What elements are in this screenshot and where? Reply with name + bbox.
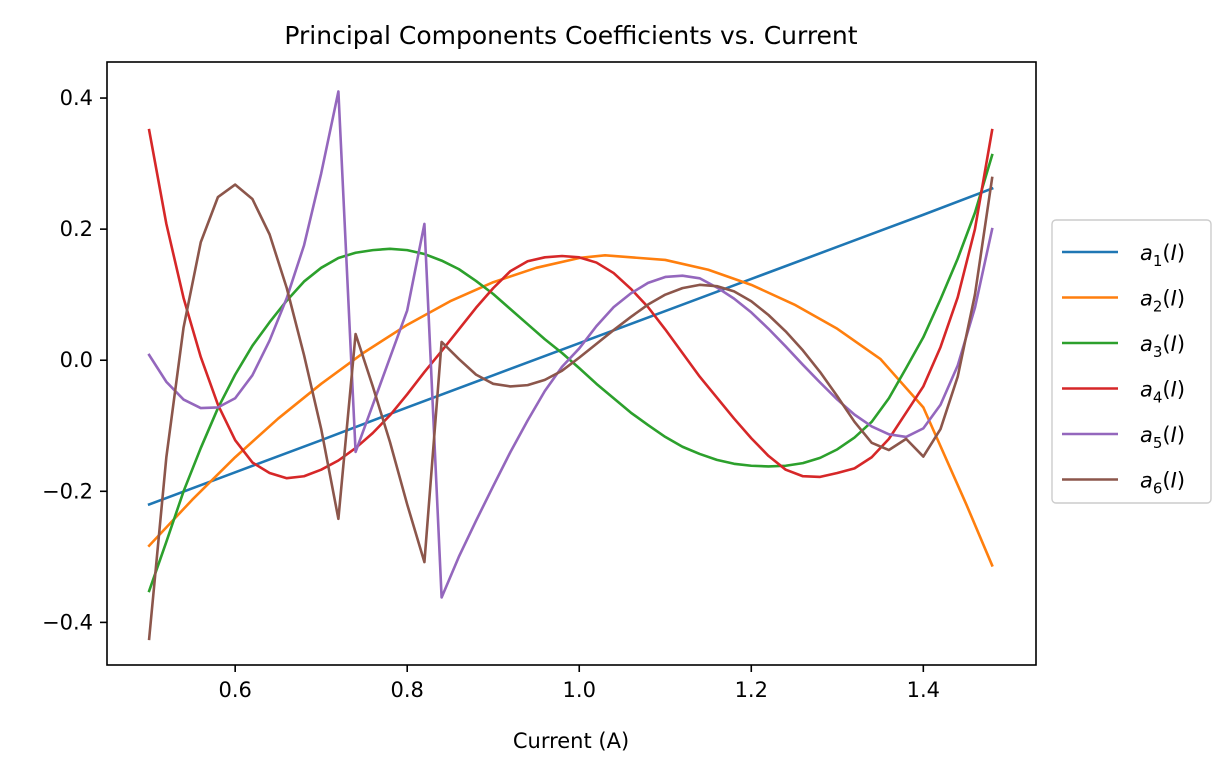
legend-label-subscript: 5 bbox=[1153, 434, 1163, 452]
legend-label-base: a bbox=[1140, 423, 1153, 447]
x-tick-label: 0.8 bbox=[391, 678, 424, 702]
legend-label-paren: ( bbox=[1162, 469, 1170, 493]
legend-label-base: a bbox=[1140, 469, 1153, 493]
legend-label-arg: I bbox=[1171, 241, 1177, 265]
legend-label-3: a3(I) bbox=[1140, 332, 1185, 361]
legend-label-arg: I bbox=[1171, 378, 1177, 402]
plot-frame bbox=[106, 61, 1037, 666]
series-line-5 bbox=[147, 90, 994, 599]
legend-label-subscript: 2 bbox=[1153, 298, 1163, 316]
legend-label-arg: I bbox=[1171, 287, 1177, 311]
legend: a1(I)a2(I)a3(I)a4(I)a5(I)a6(I) bbox=[1051, 219, 1212, 504]
legend-label-4: a4(I) bbox=[1140, 378, 1185, 407]
x-axis: 0.6 0.8 1.0 1.2 1.4 bbox=[218, 665, 940, 702]
legend-label-base: a bbox=[1140, 241, 1153, 265]
legend-label-paren: ( bbox=[1162, 287, 1170, 311]
legend-label-paren: ( bbox=[1162, 332, 1170, 356]
legend-label-base: a bbox=[1140, 332, 1153, 356]
legend-label-paren: ) bbox=[1177, 241, 1185, 265]
chart-title: Principal Components Coefficients vs. Cu… bbox=[284, 21, 857, 50]
series-line-6 bbox=[147, 176, 994, 641]
legend-label-5: a5(I) bbox=[1140, 423, 1185, 452]
legend-label-paren: ) bbox=[1177, 287, 1185, 311]
legend-label-paren: ) bbox=[1177, 423, 1185, 447]
legend-label-paren: ( bbox=[1162, 423, 1170, 447]
legend-label-subscript: 6 bbox=[1153, 480, 1163, 498]
legend-label-subscript: 1 bbox=[1153, 252, 1163, 270]
series-line-4 bbox=[147, 128, 994, 480]
legend-label-6: a6(I) bbox=[1140, 469, 1185, 498]
legend-label-1: a1(I) bbox=[1140, 241, 1185, 270]
plot-area bbox=[106, 61, 1037, 666]
x-tick-label: 1.2 bbox=[735, 678, 768, 702]
legend-label-subscript: 4 bbox=[1153, 389, 1163, 407]
y-tick-label: −0.2 bbox=[42, 479, 93, 503]
legend-label-subscript: 3 bbox=[1153, 343, 1163, 361]
legend-label-arg: I bbox=[1171, 332, 1177, 356]
legend-box bbox=[1051, 219, 1212, 504]
legend-label-paren: ) bbox=[1177, 469, 1185, 493]
legend-label-paren: ( bbox=[1162, 378, 1170, 402]
legend-label-arg: I bbox=[1171, 423, 1177, 447]
legend-label-arg: I bbox=[1171, 469, 1177, 493]
y-tick-label: 0.4 bbox=[60, 86, 93, 110]
legend-label-paren: ) bbox=[1177, 332, 1185, 356]
x-tick-label: 1.0 bbox=[563, 678, 596, 702]
legend-label-paren: ( bbox=[1162, 241, 1170, 265]
x-tick-label: 1.4 bbox=[907, 678, 940, 702]
legend-label-base: a bbox=[1140, 378, 1153, 402]
x-tick-label: 0.6 bbox=[218, 678, 251, 702]
y-tick-label: 0.2 bbox=[60, 217, 93, 241]
series-line-2 bbox=[147, 254, 994, 568]
x-axis-label: Current (A) bbox=[513, 729, 629, 753]
y-tick-label: 0.0 bbox=[60, 348, 93, 372]
legend-label-base: a bbox=[1140, 287, 1153, 311]
legend-label-2: a2(I) bbox=[1140, 287, 1185, 316]
y-tick-label: −0.4 bbox=[42, 610, 93, 634]
y-axis: −0.4 −0.2 0.0 0.2 0.4 bbox=[42, 86, 107, 634]
legend-label-paren: ) bbox=[1177, 378, 1185, 402]
series-line-3 bbox=[147, 153, 994, 593]
series-line-1 bbox=[147, 186, 994, 507]
series-lines bbox=[147, 90, 994, 641]
